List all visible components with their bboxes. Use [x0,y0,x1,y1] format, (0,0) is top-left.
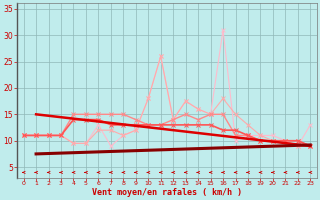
X-axis label: Vent moyen/en rafales ( km/h ): Vent moyen/en rafales ( km/h ) [92,188,242,197]
